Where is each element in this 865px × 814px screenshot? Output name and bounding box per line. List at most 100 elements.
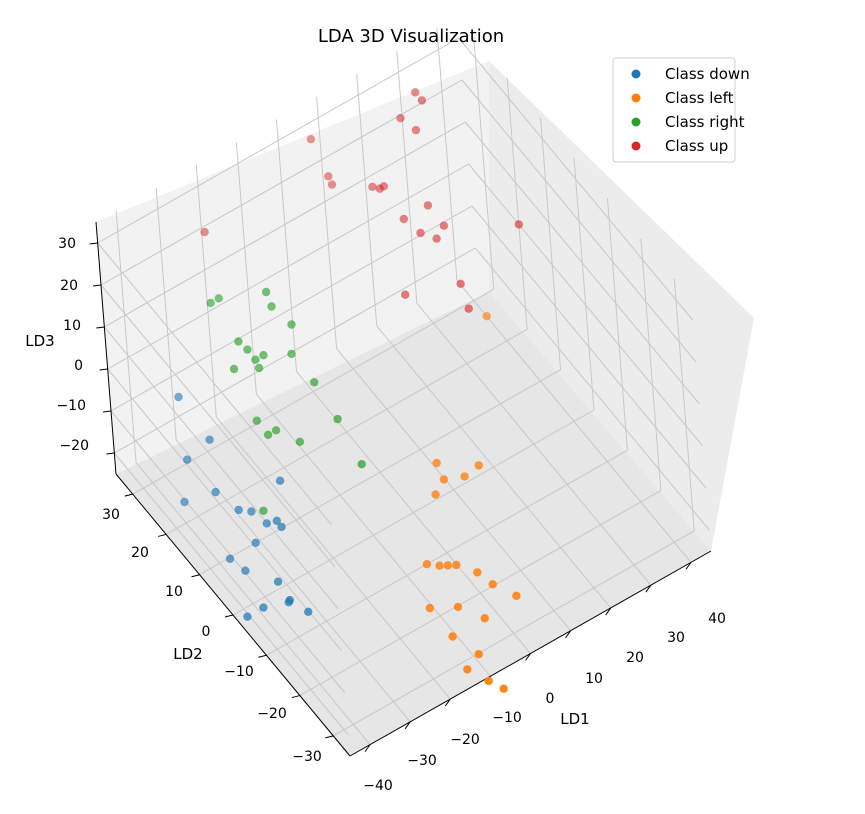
data-point (243, 612, 252, 621)
data-point (431, 490, 440, 499)
grid-line (506, 77, 528, 330)
grid-line (104, 121, 466, 328)
data-points (174, 88, 523, 693)
data-point (463, 665, 472, 674)
grid-line (396, 51, 418, 304)
legend-label: Class right (665, 113, 745, 131)
data-point (401, 290, 410, 299)
tick-mark (291, 695, 300, 699)
tick-mark (565, 630, 572, 639)
data-point (333, 414, 342, 424)
tick-mark (191, 574, 200, 578)
data-point (259, 351, 268, 360)
ld2-axis-label: LD2 (173, 645, 202, 663)
ld2-tick-label: 10 (165, 584, 183, 600)
grid-line (673, 278, 695, 531)
data-point (211, 487, 220, 497)
data-point (432, 234, 441, 243)
data-point (200, 227, 209, 237)
ld1-tick-label: 30 (667, 630, 685, 646)
legend: Class down Class left Class right Class … (612, 57, 750, 163)
data-point (174, 392, 183, 402)
grid-line (606, 198, 628, 451)
data-point (324, 172, 333, 181)
grid-line (107, 163, 469, 370)
data-point (229, 364, 239, 374)
data-point (499, 684, 508, 693)
data-point (327, 180, 337, 189)
data-point (417, 96, 427, 105)
grid-line (461, 79, 697, 363)
data-point (484, 676, 493, 686)
data-point (277, 522, 286, 532)
data-point (460, 472, 469, 481)
ld3-tick-label: −10 (56, 398, 86, 414)
grid-line (115, 210, 137, 463)
grid-line (103, 326, 339, 610)
data-point (439, 221, 449, 230)
grid-line (100, 79, 463, 286)
ld1-tick-label: −40 (363, 778, 393, 794)
tick-mark (404, 721, 411, 730)
tick-mark (158, 533, 167, 537)
data-point (304, 607, 313, 616)
ld3-axis-label: LD3 (25, 332, 54, 350)
data-point (214, 294, 223, 303)
grid-line (155, 187, 177, 440)
data-point (443, 561, 453, 570)
ld2-tick-label: −10 (224, 664, 254, 680)
data-point (271, 426, 281, 435)
grid-line (97, 37, 459, 244)
data-point (225, 554, 235, 563)
data-point (379, 182, 388, 191)
ld3-tick-label: 10 (63, 318, 81, 334)
tick-mark (444, 698, 451, 707)
ld3-axis-line (95, 221, 117, 475)
tick-mark (224, 614, 234, 618)
grid-line (107, 368, 343, 652)
ld2-tick-label: 30 (102, 507, 120, 523)
data-point (267, 302, 276, 311)
grid-line (458, 37, 694, 321)
grid-line (333, 530, 695, 737)
tick-mark (258, 654, 267, 658)
grid-line (316, 96, 338, 349)
data-point (261, 287, 271, 297)
data-point (263, 430, 273, 439)
data-point (357, 460, 366, 469)
data-point (243, 345, 252, 354)
ld2-tick-label: −20 (257, 706, 287, 722)
grid-line (640, 238, 662, 491)
grid-line (199, 369, 561, 576)
grid-line (132, 288, 494, 495)
data-point (247, 507, 256, 516)
data-point (183, 455, 192, 464)
data-point (488, 580, 497, 589)
data-point (456, 279, 465, 288)
ld1-tick-label: −10 (492, 710, 522, 726)
tick-mark (124, 493, 133, 497)
data-point (259, 603, 268, 612)
ld1-axis-label: LD1 (560, 710, 589, 728)
data-point (448, 632, 457, 641)
data-point (416, 228, 425, 238)
data-point (254, 363, 264, 373)
ld1-tick-label: 20 (626, 650, 644, 666)
tick-mark (102, 410, 112, 413)
grid-line (100, 284, 336, 568)
ld1-tick-label: 10 (585, 671, 603, 687)
ld3-tick-label: 20 (60, 278, 78, 294)
legend-marker (631, 93, 641, 103)
grid-line (473, 37, 495, 290)
data-point (474, 461, 483, 470)
data-point (251, 355, 260, 364)
data-point (241, 566, 250, 575)
chart-title: LDA 3D Visualization (318, 26, 504, 47)
tick-mark (685, 562, 692, 570)
tick-mark (96, 326, 105, 329)
ld1-tick-label: 40 (708, 611, 726, 627)
grid-line (266, 449, 628, 656)
legend-marker (631, 141, 641, 151)
